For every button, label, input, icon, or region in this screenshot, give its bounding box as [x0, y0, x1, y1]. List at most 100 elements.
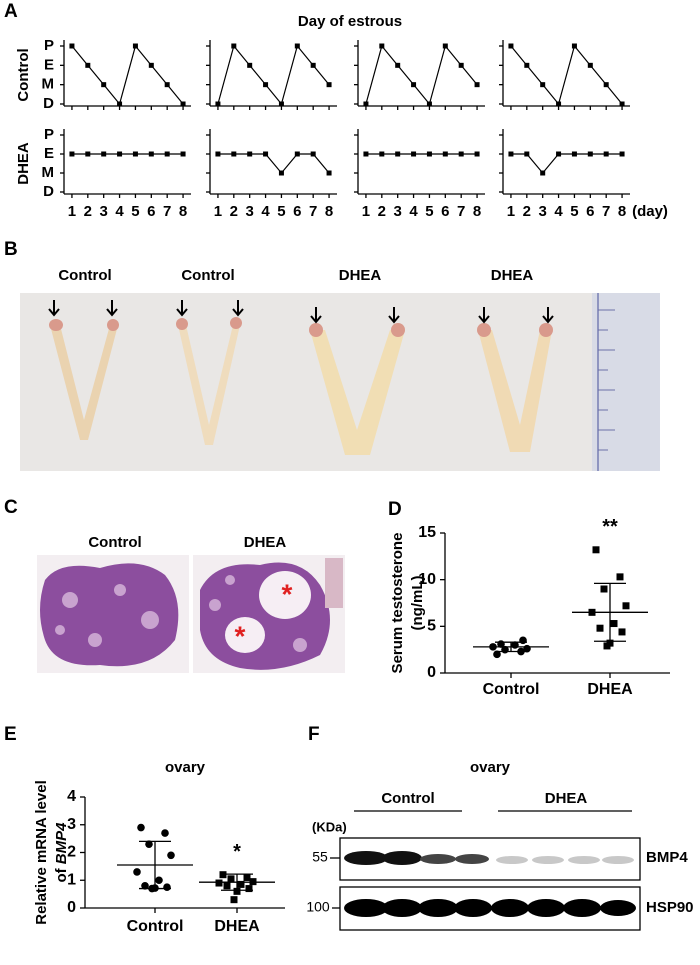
asterisk: * — [282, 578, 293, 609]
histology — [37, 555, 345, 673]
point — [117, 151, 123, 157]
point — [141, 882, 149, 890]
x-tick-label: 5 — [570, 203, 578, 220]
point — [148, 151, 154, 157]
asterisk: * — [235, 620, 246, 651]
point — [85, 151, 91, 157]
point — [592, 546, 600, 554]
point — [508, 151, 514, 157]
y-tick-label: D — [43, 183, 54, 200]
panel-label: D — [388, 499, 402, 520]
x-tick-label: 5 — [131, 203, 139, 220]
point — [618, 628, 626, 636]
x-tick-label: 3 — [539, 203, 547, 220]
x-tick-label: DHEA — [214, 918, 260, 935]
point — [395, 151, 401, 157]
point — [223, 882, 231, 890]
point — [133, 868, 141, 876]
point — [85, 62, 91, 68]
point — [148, 62, 154, 68]
blot-group: Control — [381, 790, 434, 807]
point — [230, 896, 238, 904]
point — [493, 650, 501, 659]
point — [243, 873, 251, 881]
significance: * — [233, 841, 241, 863]
photo-label: Control — [181, 267, 234, 284]
y-tick-label: 15 — [418, 524, 436, 541]
point — [132, 43, 138, 49]
x-tick-label: 4 — [261, 203, 270, 220]
point — [215, 879, 223, 887]
point — [603, 642, 611, 650]
point — [610, 620, 618, 628]
point — [278, 101, 284, 107]
x-tick-label: 6 — [586, 203, 594, 220]
point — [180, 151, 186, 157]
y-axis-label: Serum testosterone — [389, 533, 406, 674]
point — [587, 62, 593, 68]
point — [619, 151, 625, 157]
point — [556, 101, 562, 107]
marker-size: 100 — [306, 899, 330, 915]
x-tick-label: 8 — [179, 203, 187, 220]
y-axis-label: Relative mRNA level — [33, 780, 50, 925]
y-tick-label: 4 — [67, 788, 76, 805]
point — [69, 43, 75, 49]
x-tick-label: 3 — [394, 203, 402, 220]
point — [245, 885, 253, 893]
x-unit: (day) — [632, 203, 668, 220]
x-tick-label: 1 — [507, 203, 515, 220]
x-tick-label: 4 — [409, 203, 418, 220]
point — [180, 101, 186, 107]
histology-label: DHEA — [244, 534, 287, 551]
x-tick-label: Control — [127, 918, 184, 935]
x-tick-label: 1 — [214, 203, 222, 220]
point — [227, 875, 235, 883]
point — [263, 151, 269, 157]
y-axis-label-part: Relative mRNA level — [33, 780, 50, 925]
point — [411, 82, 417, 88]
point — [619, 101, 625, 107]
x-tick-label: 6 — [293, 203, 301, 220]
point — [426, 151, 432, 157]
panel-label: A — [4, 1, 18, 22]
x-tick-label: 7 — [163, 203, 171, 220]
panel-label: C — [4, 497, 18, 518]
x-tick-label: 1 — [68, 203, 76, 220]
chart-title: ovary — [165, 759, 206, 776]
y-tick-label: E — [44, 56, 54, 73]
point — [540, 170, 546, 176]
estrous-line — [365, 44, 478, 106]
x-tick-label: 7 — [602, 203, 610, 220]
estrous-line — [510, 153, 623, 174]
point — [263, 82, 269, 88]
point — [622, 602, 630, 610]
point — [215, 101, 221, 107]
y-axis-label-part: (ng/mL) — [409, 576, 426, 631]
histology-label: Control — [88, 534, 141, 551]
y-tick-label: 10 — [418, 571, 436, 588]
point — [231, 151, 237, 157]
point — [137, 823, 145, 832]
panel-label: F — [308, 724, 320, 745]
point — [600, 585, 608, 593]
estrous-line — [510, 44, 623, 106]
x-tick-label: 2 — [378, 203, 386, 220]
blot — [339, 837, 641, 931]
point — [458, 62, 464, 68]
x-tick-label: 3 — [246, 203, 254, 220]
row-label: Control — [15, 48, 32, 101]
point — [540, 82, 546, 88]
point — [363, 101, 369, 107]
photo-label: DHEA — [339, 267, 382, 284]
x-tick-label: 5 — [277, 203, 285, 220]
x-tick-label: 6 — [147, 203, 155, 220]
point — [163, 883, 171, 891]
blot-title: ovary — [470, 759, 511, 776]
point — [458, 151, 464, 157]
estrous-line — [71, 44, 184, 106]
protein-label: HSP90 — [646, 899, 694, 916]
point — [426, 101, 432, 107]
photo-label: Control — [58, 267, 111, 284]
y-tick-label: 2 — [67, 844, 76, 861]
